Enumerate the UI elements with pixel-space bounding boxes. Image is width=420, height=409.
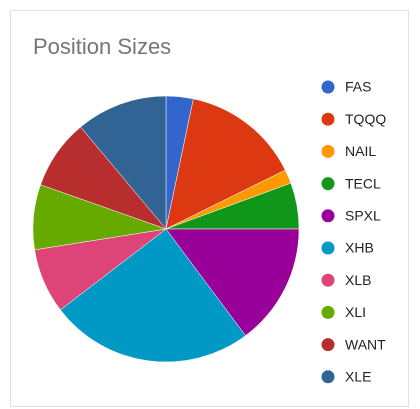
legend-label: XLE <box>345 369 371 385</box>
legend-swatch <box>321 209 335 223</box>
legend-swatch <box>321 338 335 352</box>
legend-swatch <box>321 305 335 319</box>
legend-label: WANT <box>345 336 386 352</box>
legend-label: NAIL <box>345 143 376 159</box>
legend-label: TQQQ <box>345 111 386 127</box>
legend-swatch <box>321 80 335 94</box>
legend-label: TECL <box>345 175 381 191</box>
legend-swatch <box>321 273 335 287</box>
chart-title: Position Sizes <box>33 34 171 59</box>
legend-label: XLB <box>345 272 371 288</box>
legend-label: XHB <box>345 240 374 256</box>
legend-swatch <box>321 370 335 384</box>
legend-swatch <box>321 241 335 255</box>
legend-label: FAS <box>345 79 371 95</box>
pie-slice <box>80 95 167 230</box>
legend-swatch <box>321 177 335 191</box>
legend-swatch <box>321 112 335 126</box>
pie-slice <box>165 228 300 336</box>
pie-slice <box>60 228 246 363</box>
legend-label: SPXL <box>345 208 381 224</box>
legend-swatch <box>321 144 335 158</box>
legend-label: XLI <box>345 304 366 320</box>
pie-slice <box>165 98 286 230</box>
